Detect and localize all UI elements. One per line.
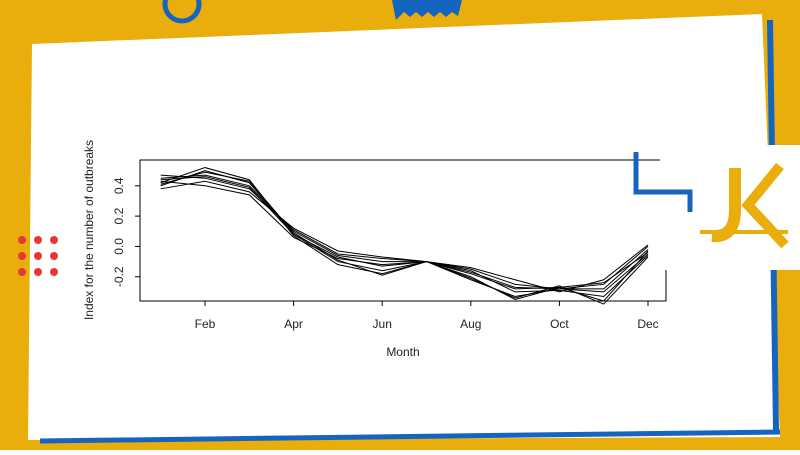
paper <box>28 14 780 440</box>
series-line <box>160 174 649 290</box>
x-tick-label: Oct <box>550 317 569 331</box>
y-tick-label: -0.2 <box>112 266 126 287</box>
x-tick-label: Jun <box>373 317 392 331</box>
x-tick-label: Aug <box>460 317 481 331</box>
logo <box>633 145 800 270</box>
y-axis-title: Index for the number of outbreaks <box>82 140 96 320</box>
decor-circle <box>162 0 202 24</box>
decor-tag <box>392 0 462 20</box>
x-tick-label: Apr <box>284 317 303 331</box>
series-line <box>160 174 649 297</box>
y-tick-label: 0.4 <box>112 177 126 194</box>
decor-dots <box>18 236 58 276</box>
y-tick-label: 0.0 <box>112 238 126 255</box>
series-line <box>160 180 649 293</box>
y-tick-label: 0.2 <box>112 207 126 224</box>
x-tick-label: Feb <box>195 317 216 331</box>
decor-line <box>39 429 781 444</box>
x-tick-label: Dec <box>637 317 658 331</box>
x-axis-title: Month <box>386 345 419 359</box>
series-line <box>160 176 649 290</box>
series-line <box>160 180 649 290</box>
